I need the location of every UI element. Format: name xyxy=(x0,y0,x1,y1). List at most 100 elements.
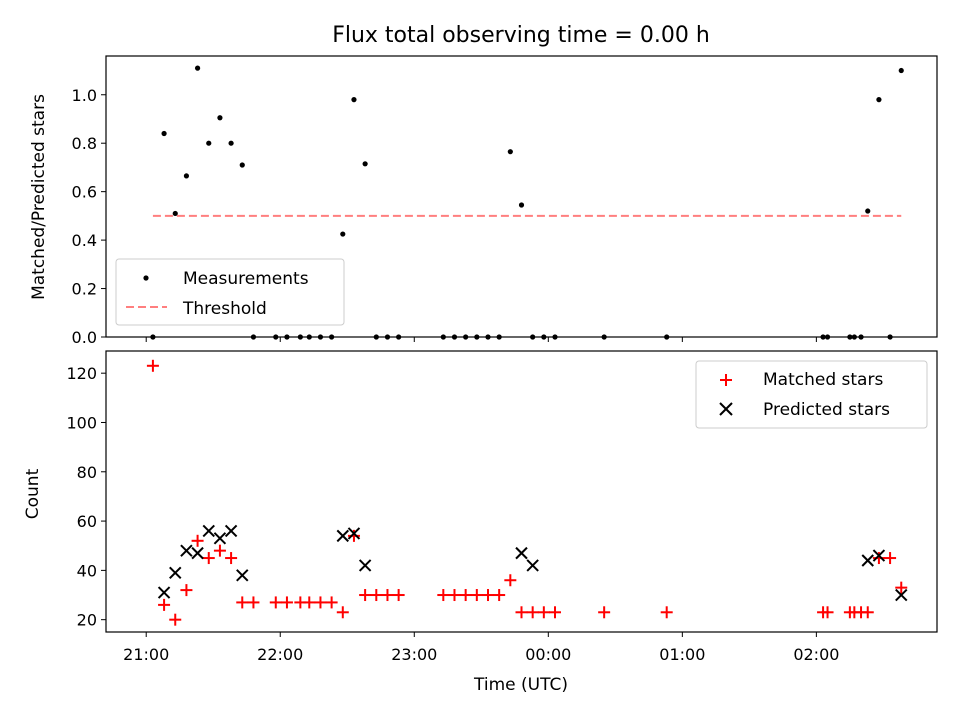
y-tick-label: 0.6 xyxy=(72,183,97,202)
matched-star-point xyxy=(359,589,372,602)
matched-star-point xyxy=(381,589,394,602)
predicted-star-point xyxy=(358,559,372,572)
matched-star-point xyxy=(225,552,238,565)
measurement-point xyxy=(518,202,525,208)
y-tick-label: 60 xyxy=(77,512,97,531)
matched-star-point xyxy=(481,589,494,602)
measurement-point xyxy=(228,140,234,146)
matched-star-point xyxy=(370,589,383,602)
x-tick-label: 23:00 xyxy=(391,645,437,664)
matched-star-point xyxy=(169,613,182,626)
top-x-ticks xyxy=(145,337,817,342)
bottom-legend-box xyxy=(695,360,928,429)
top-axes-frame xyxy=(105,55,938,338)
measurement-point xyxy=(898,67,904,74)
y-tick-label: 0.8 xyxy=(72,134,97,153)
matched-star-point xyxy=(470,589,483,602)
top-y-ticks: 0.0 0.2 0.4 0.6 0.8 1.0 xyxy=(72,86,106,347)
matched-star-point xyxy=(303,596,316,609)
matched-star-point xyxy=(236,596,249,609)
predicted-star-point xyxy=(347,527,361,540)
matched-star-point xyxy=(280,596,293,609)
matched-star-point xyxy=(269,596,282,609)
predicted-star-point xyxy=(169,566,182,580)
matched-star-point xyxy=(325,596,338,609)
y-tick-label: 40 xyxy=(77,561,97,580)
measurement-point xyxy=(351,97,357,103)
matched-star-point xyxy=(861,606,874,619)
measurement-point xyxy=(217,115,223,121)
matched-star-point xyxy=(247,596,260,609)
matched-star-point xyxy=(537,606,550,619)
x-tick-label: 21:00 xyxy=(123,645,169,664)
measurement-point xyxy=(507,149,513,155)
x-axis-label: Time (UTC) xyxy=(473,675,568,695)
matched-star-point xyxy=(515,606,528,619)
predicted-star-point xyxy=(336,529,349,543)
legend-threshold-label: Threshold xyxy=(182,299,267,319)
matched-star-point xyxy=(437,589,450,602)
x-tick-label: 00:00 xyxy=(525,645,571,664)
matched-star-point xyxy=(821,606,834,619)
matched-star-point xyxy=(504,574,517,587)
measurement-point xyxy=(161,130,167,137)
matched-star-point xyxy=(872,552,885,565)
y-tick-label: 120 xyxy=(66,364,97,383)
top-data-marks xyxy=(150,65,904,340)
measurement-point xyxy=(362,161,368,167)
measurement-point xyxy=(340,231,346,237)
legend-matched-marker xyxy=(720,374,732,386)
bottom-axes-frame xyxy=(105,350,938,633)
y-tick-label: 1.0 xyxy=(72,86,97,105)
legend-predicted-marker xyxy=(719,402,733,416)
x-tick-label: 22:00 xyxy=(257,645,303,664)
matched-star-point xyxy=(598,606,611,619)
measurement-point xyxy=(206,140,212,146)
measurement-point xyxy=(183,173,190,179)
measurement-point xyxy=(876,97,882,103)
measurement-point xyxy=(239,162,245,168)
top-legend: Measurements Threshold xyxy=(115,258,345,326)
matched-star-point xyxy=(392,589,405,602)
predicted-star-point xyxy=(213,532,227,545)
y-tick-label: 0.0 xyxy=(72,328,97,347)
predicted-star-point xyxy=(861,554,874,567)
matched-star-point xyxy=(884,552,897,565)
matched-star-point xyxy=(336,606,349,619)
predicted-star-point xyxy=(202,524,215,538)
y-tick-label: 80 xyxy=(77,463,97,482)
legend-predicted-label: Predicted stars xyxy=(763,400,890,420)
matched-star-point xyxy=(549,606,562,619)
legend-matched-label: Matched stars xyxy=(763,370,883,390)
legend-measurements-label: Measurements xyxy=(183,269,309,289)
bottom-legend: Matched stars Predicted stars xyxy=(695,360,928,429)
measurement-point xyxy=(194,65,201,71)
matched-star-point xyxy=(314,596,327,609)
predicted-star-point xyxy=(895,588,908,602)
y-tick-label: 20 xyxy=(77,611,97,630)
measurement-point xyxy=(172,210,178,217)
x-tick-label: 01:00 xyxy=(659,645,705,664)
predicted-star-point xyxy=(180,544,193,557)
bottom-y-ticks: 20 40 60 80 100 120 xyxy=(66,364,106,630)
y-tick-label: 100 xyxy=(66,413,97,432)
top-legend-box xyxy=(115,258,345,326)
top-panel: 0.0 0.2 0.4 0.6 0.8 1.0 Matched/Predicted sta… xyxy=(29,55,938,347)
bottom-x-ticks: 21:00 22:00 23:00 00:00 01:00 02:00 xyxy=(123,632,839,664)
bottom-data-marks xyxy=(146,359,908,626)
matched-star-point xyxy=(459,589,472,602)
bottom-panel: 20 40 60 80 100 120 21:00 22:00 23:00 00:00 01:00… xyxy=(23,350,938,695)
matched-star-point xyxy=(158,598,171,611)
matched-star-point xyxy=(493,589,506,602)
predicted-star-point xyxy=(872,549,886,562)
matched-star-point xyxy=(191,534,204,547)
chart-title: Flux total observing time = 0.00 h xyxy=(332,23,710,48)
predicted-star-point xyxy=(224,524,238,538)
matched-star-point xyxy=(448,589,461,602)
x-tick-label: 02:00 xyxy=(793,645,839,664)
matched-star-point xyxy=(146,359,159,372)
matched-star-point xyxy=(180,584,193,597)
predicted-star-point xyxy=(191,546,204,560)
bottom-y-axis-label: Count xyxy=(23,468,43,519)
